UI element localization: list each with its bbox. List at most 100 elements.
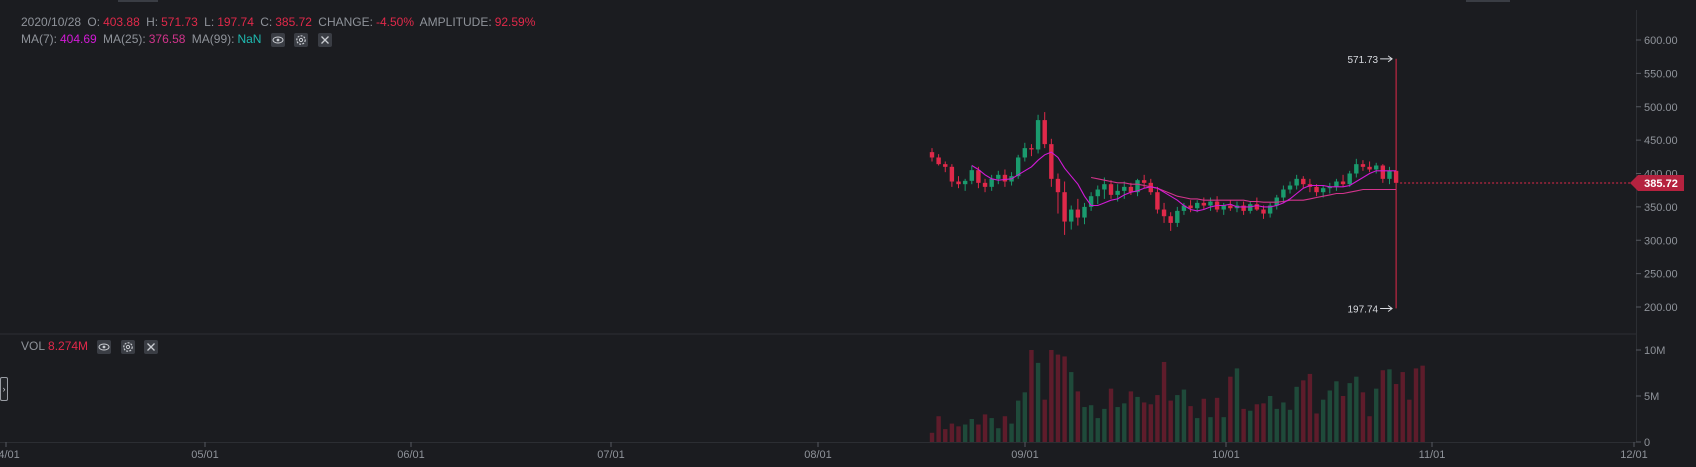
volume-bar [1380,370,1386,442]
low-label: L: [204,15,215,29]
ohlc-legend: 2020/10/28 O: 403.88 H: 571.73 L: 197.74 C:… [21,15,538,29]
candle-body [1141,180,1147,183]
gear-icon[interactable] [294,32,309,47]
volume-bar [1088,405,1094,442]
volume-bar [929,432,935,442]
volume-bar [1201,398,1207,442]
volume-bar [1128,391,1134,442]
candle-body [1374,165,1379,170]
price-tick-label: 200.00 [1644,302,1678,314]
volume-bar [1267,396,1273,442]
price-tick-label: 250.00 [1644,269,1678,281]
change-label: CHANGE: [318,15,373,29]
volume-bar [1221,417,1226,442]
volume-bar [962,424,968,442]
volume-bar [1175,395,1180,442]
time-tick-label: 07/01 [597,449,625,461]
candle-body [1148,182,1153,193]
candle-body [1267,205,1273,214]
chevron-right-icon[interactable]: › [0,377,8,401]
candle-body [1327,186,1332,189]
volume-bar [1082,407,1087,442]
amplitude-value: 92.59% [494,15,536,29]
candle-body [1168,216,1173,223]
candle-body [1015,157,1021,177]
legend-date: 2020/10/28 [21,15,82,29]
candle-body [1062,192,1067,222]
volume-bar [1400,372,1405,442]
time-tick-label: 06/01 [397,449,425,461]
volume-bar [1042,399,1047,442]
volume-bar [1069,372,1074,442]
candle-body [1360,164,1366,167]
ma99-label: MA(99): [191,32,235,46]
volume-bar [1155,395,1160,442]
candle-body [1380,165,1386,179]
close-icon[interactable] [144,339,159,354]
low-marker-arrow [1380,305,1393,312]
candle-body [962,180,968,185]
volume-bar [976,424,981,442]
high-value: 571.73 [161,15,198,29]
candle-body [1354,164,1359,174]
candle-body [1042,120,1047,145]
candle-body [1128,186,1134,193]
volume-bar [1075,391,1081,442]
ma7-value: 404.69 [60,32,97,46]
volume-bar [1195,418,1200,442]
ma25-value: 376.58 [148,32,186,46]
volume-bar [1327,390,1332,442]
price-tick-label: 550.00 [1644,68,1678,80]
volume-bar [1354,376,1359,442]
candle-body [1195,202,1200,209]
candle-body [1102,184,1107,190]
volume-bar [1314,413,1319,442]
open-label: O: [87,15,101,29]
vol-legend: VOL 8.274M [21,339,161,354]
volume-bar [1148,404,1153,442]
candle-body [996,174,1001,179]
volume-bar [949,423,955,442]
candle-body [1248,204,1253,211]
volume-bar [1340,396,1346,442]
volume-bar [1420,365,1425,442]
price-tick-label: 300.00 [1644,235,1678,247]
time-tick-label: 05/01 [191,449,219,461]
time-tick-label: 04/01 [0,449,20,461]
candle-body [1314,186,1319,193]
high-label: H: [146,15,159,29]
ma99-value: NaN [237,32,262,46]
volume-bar [1367,416,1372,442]
candle-body [1221,205,1226,210]
candle-body [982,182,988,187]
volume-bar [982,414,988,442]
volume-bar [1301,380,1306,442]
candle-body [1161,209,1167,217]
close-icon[interactable] [317,32,332,47]
candle-body [929,152,935,158]
volume-bar [989,418,994,442]
candle-body [1274,197,1279,206]
volume-bar [996,428,1001,442]
candle-body [1320,188,1326,193]
candle-body [1088,196,1094,207]
volume-bar [1122,403,1127,442]
ma-legend: MA(7): 404.69 MA(25): 376.58 MA(99): NaN [21,32,335,47]
ma25-label: MA(25): [103,32,146,46]
candle-body [989,178,994,187]
volume-bar [1009,423,1014,442]
gear-icon[interactable] [120,339,135,354]
volume-bar [1181,389,1187,442]
candle-body [1069,209,1074,222]
candle-body [1334,181,1339,187]
eye-icon[interactable] [97,339,112,354]
eye-icon[interactable] [270,32,285,47]
candle-body [1181,205,1187,211]
volume-bar [1274,408,1279,442]
change-value: -4.50% [375,15,414,29]
candle-body [1035,120,1041,150]
candle-body [1115,190,1120,195]
candle-body [1055,178,1061,193]
candle-body [1340,181,1346,185]
